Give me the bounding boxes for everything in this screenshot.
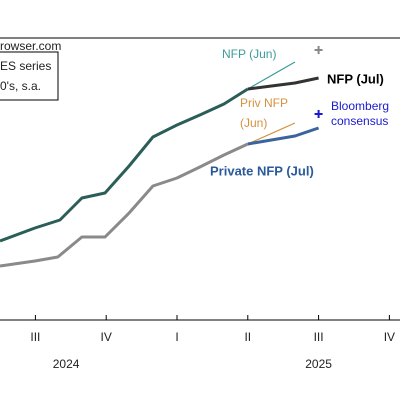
x-tick-label: II (244, 330, 251, 344)
series-line (0, 142, 249, 268)
plus-marker (314, 110, 323, 118)
annotation: consensus (331, 114, 388, 128)
legend-text: 0's, s.a. (0, 79, 41, 93)
annotation: (Jun) (240, 116, 267, 130)
annotation: Private NFP (Jul) (210, 163, 314, 178)
x-tick-label: III (30, 330, 40, 344)
series-line (247, 61, 296, 90)
source: rowser.com (0, 39, 61, 53)
series-line (247, 126, 320, 146)
series-line (247, 76, 319, 91)
year-label: 2024 (53, 357, 80, 371)
x-tick-label: III (314, 330, 324, 344)
x-tick-label: IV (101, 330, 112, 344)
year-label: 2025 (305, 357, 332, 371)
series-line (247, 122, 296, 145)
annotation: NFP (Jun) (222, 47, 276, 61)
annotation: Bloomberg (331, 99, 389, 113)
legend-text: ES series (0, 59, 51, 73)
annotation: NFP (Jul) (327, 71, 384, 86)
series-line (0, 87, 249, 243)
plus-marker (314, 46, 323, 54)
x-tick-label: IV (384, 330, 395, 344)
annotation: Priv NFP (240, 96, 288, 110)
x-tick-label: I (175, 330, 178, 344)
legend-box (0, 51, 59, 101)
